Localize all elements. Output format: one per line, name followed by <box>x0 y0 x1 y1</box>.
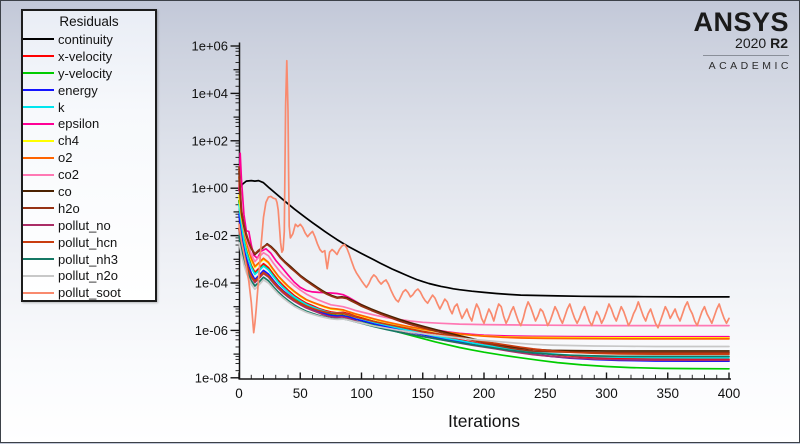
series-pollut_hcn <box>238 227 730 355</box>
legend-swatch-pollut_n2o <box>23 274 54 277</box>
legend-item-ch4: ch4 <box>23 132 155 149</box>
legend-label: x-velocity <box>58 48 113 64</box>
legend-item-o2: o2 <box>23 149 155 166</box>
legend-label: pollut_hcn <box>58 234 118 250</box>
x-tick-label: 400 <box>718 386 741 401</box>
series-pollut_soot <box>238 59 730 334</box>
legend-label: k <box>58 99 65 115</box>
ansys-edition: ACADEMIC <box>708 60 792 72</box>
y-tick-label: 1e+04 <box>191 86 228 101</box>
legend-label: co <box>58 183 72 199</box>
legend-label: continuity <box>58 31 113 47</box>
y-tick-label: 1e+06 <box>191 39 228 54</box>
y-tick-label: 1e-04 <box>195 276 228 291</box>
legend-item-h2o: h2o <box>23 200 155 217</box>
ansys-release-year: 2020 <box>735 35 767 51</box>
legend-item-epsilon: epsilon <box>23 115 155 132</box>
y-tick-label: 1e+00 <box>191 181 228 196</box>
series-ch4 <box>238 194 730 339</box>
legend-label: ch4 <box>58 133 79 149</box>
x-tick-label: 300 <box>595 386 618 401</box>
legend-swatch-pollut_nh3 <box>23 258 54 261</box>
legend-item-co: co <box>23 183 155 200</box>
legend-swatch-continuity <box>23 38 54 41</box>
residuals-legend: Residuals continuity x-velocity y-velocity… <box>21 9 157 302</box>
legend-title: Residuals <box>59 14 119 29</box>
legend-swatch-h2o <box>23 207 54 210</box>
legend-item-pollut_n2o: pollut_n2o <box>23 267 155 284</box>
legend-label: o2 <box>58 150 73 166</box>
legend-label: energy <box>58 82 98 98</box>
x-tick-label: 250 <box>534 386 557 401</box>
legend-item-k: k <box>23 99 155 116</box>
legend-swatch-co <box>23 190 54 193</box>
series-co2 <box>238 165 730 327</box>
series-h2o <box>238 165 730 354</box>
legend-label: y-velocity <box>58 65 113 81</box>
legend-label: epsilon <box>58 116 100 132</box>
series-pollut_n2o <box>238 241 730 348</box>
legend-swatch-x-velocity <box>23 55 54 58</box>
legend-item-co2: co2 <box>23 166 155 183</box>
ansys-release: 2020 R2 <box>693 35 788 52</box>
legend-item-continuity: continuity <box>23 31 155 48</box>
x-tick-label: 150 <box>411 386 434 401</box>
legend-swatch-y-velocity <box>23 72 54 75</box>
legend-swatch-pollut_no <box>23 224 54 227</box>
ansys-logo: ANSYS 2020 R2 ACADEMIC <box>693 9 789 72</box>
legend-swatch-o2 <box>23 156 54 159</box>
x-tick-label: 200 <box>473 386 496 401</box>
ansys-release-tag: R2 <box>770 35 788 51</box>
y-tick-label: 1e+02 <box>191 133 228 148</box>
y-tick-label: 1e-08 <box>195 370 228 385</box>
legend-item-pollut_nh3: pollut_nh3 <box>23 251 155 268</box>
legend-swatch-epsilon <box>23 122 54 125</box>
ansys-logo-rule <box>703 55 789 56</box>
legend-swatch-energy <box>23 89 54 92</box>
legend-items: continuity x-velocity y-velocity energy k eps… <box>23 31 155 301</box>
legend-swatch-k <box>23 106 54 108</box>
legend-item-energy: energy <box>23 82 155 99</box>
legend-item-y-velocity: y-velocity <box>23 65 155 82</box>
y-tick-label: 1e-06 <box>195 323 228 338</box>
y-tick-label: 1e-02 <box>195 228 228 243</box>
series-continuity <box>238 179 730 298</box>
legend-item-pollut_soot: pollut_soot <box>23 284 155 301</box>
legend-label: pollut_nh3 <box>58 251 118 267</box>
legend-swatch-ch4 <box>23 139 54 142</box>
x-tick-label: 0 <box>235 386 243 401</box>
ansys-logo-name: ANSYS <box>693 7 789 37</box>
legend-label: h2o <box>58 200 80 216</box>
legend-item-pollut_no: pollut_no <box>23 217 155 234</box>
x-tick-label: 350 <box>656 386 679 401</box>
legend-label: co2 <box>58 167 79 183</box>
x-tick-label: 50 <box>293 386 308 401</box>
legend-swatch-pollut_hcn <box>23 241 54 244</box>
legend-item-pollut_hcn: pollut_hcn <box>23 234 155 251</box>
legend-label: pollut_n2o <box>58 268 118 284</box>
legend-swatch-pollut_soot <box>23 291 54 294</box>
legend-swatch-co2 <box>23 173 54 176</box>
legend-label: pollut_soot <box>58 285 121 301</box>
legend-item-x-velocity: x-velocity <box>23 48 155 65</box>
x-axis-title: Iterations <box>448 411 520 431</box>
legend-label: pollut_no <box>58 217 111 233</box>
series-o2 <box>238 176 730 340</box>
x-tick-label: 100 <box>350 386 373 401</box>
